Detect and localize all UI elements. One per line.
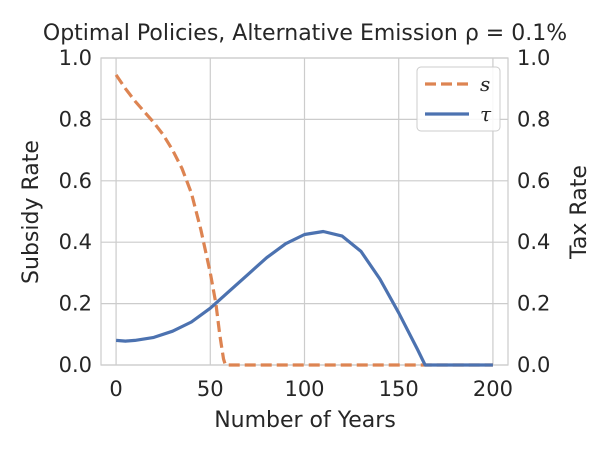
x-tick-label: 50 bbox=[197, 377, 224, 401]
left-tick-label: 0.6 bbox=[59, 169, 92, 193]
left-tick-label: 0.2 bbox=[59, 292, 92, 316]
x-tick-label: 100 bbox=[284, 377, 324, 401]
left-tick-label: 0.8 bbox=[59, 107, 92, 131]
x-tick-label: 200 bbox=[473, 377, 513, 401]
x-tick-label: 150 bbox=[379, 377, 419, 401]
left-tick-label: 0.4 bbox=[59, 230, 92, 254]
right-tick-label: 0.4 bbox=[517, 230, 550, 254]
x-axis-label: Number of Years bbox=[214, 408, 396, 433]
right-tick-labels: 0.0 0.2 0.4 0.6 0.8 1.0 bbox=[517, 46, 550, 377]
right-axis-label: Tax Rate bbox=[567, 165, 592, 260]
plot-frame bbox=[100, 57, 509, 366]
x-tick-label: 0 bbox=[109, 377, 122, 401]
right-tick-label: 0.0 bbox=[517, 353, 550, 377]
x-tick-labels: 0 50 100 150 200 bbox=[109, 377, 513, 401]
right-tick-label: 0.8 bbox=[517, 107, 550, 131]
series-layer bbox=[114, 73, 493, 367]
right-tick-label: 1.0 bbox=[517, 46, 550, 70]
legend-label: s bbox=[480, 72, 490, 96]
left-tick-label: 1.0 bbox=[59, 46, 92, 70]
legend: sτ bbox=[416, 66, 501, 132]
left-axis-label: Subsidy Rate bbox=[19, 140, 44, 284]
series-line-subsidy bbox=[114, 73, 493, 367]
left-tick-label: 0.0 bbox=[59, 353, 92, 377]
legend-label: τ bbox=[480, 102, 492, 126]
right-tick-label: 0.6 bbox=[517, 169, 550, 193]
chart-title: Optimal Policies, Alternative Emission ρ… bbox=[43, 21, 567, 46]
left-tick-labels: 0.0 0.2 0.4 0.6 0.8 1.0 bbox=[59, 46, 92, 377]
right-tick-label: 0.2 bbox=[517, 292, 550, 316]
series-line-tax bbox=[115, 229, 493, 367]
